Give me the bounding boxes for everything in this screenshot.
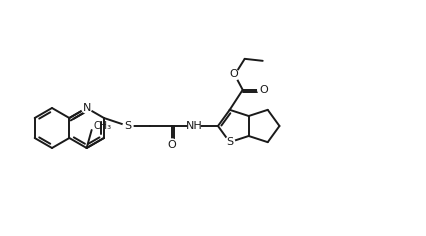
Text: N: N [83,103,91,113]
Text: O: O [229,69,238,79]
Circle shape [167,139,177,149]
Text: CH₃: CH₃ [94,121,112,131]
Text: S: S [226,137,233,147]
Circle shape [123,121,133,131]
Text: S: S [124,121,132,131]
Circle shape [225,137,235,147]
Text: NH: NH [186,121,202,131]
Text: O: O [259,85,268,95]
Circle shape [188,120,200,132]
Circle shape [230,70,240,80]
Circle shape [258,85,268,95]
Circle shape [82,103,92,113]
Text: O: O [167,140,176,150]
